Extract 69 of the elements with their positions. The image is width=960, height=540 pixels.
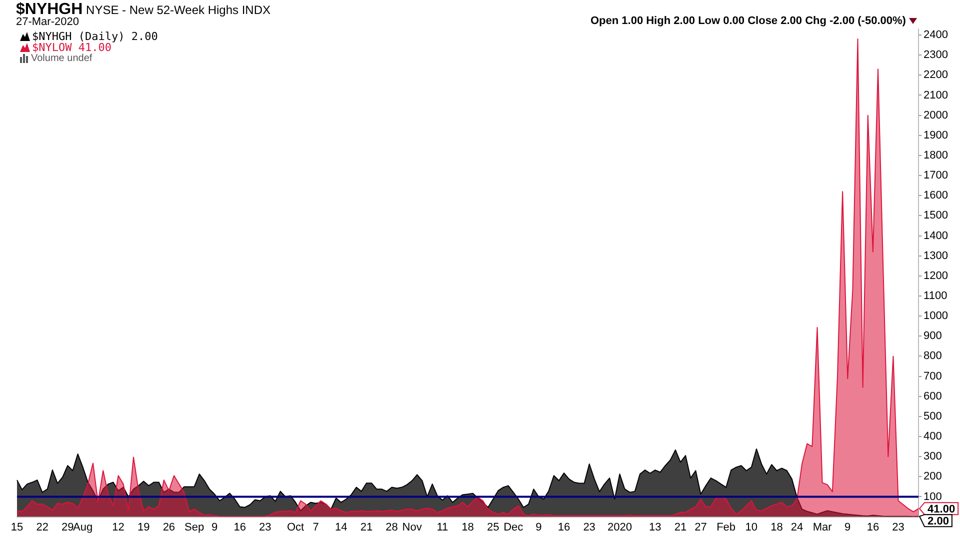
chart-subtitle: NYSE - New 52-Week Highs INDX: [85, 3, 271, 17]
x-tick-label: 19: [137, 521, 150, 534]
x-tick-label: Oct: [287, 521, 304, 534]
x-tick-label: 14: [335, 521, 348, 534]
x-tick-label: 24: [790, 521, 804, 534]
y-tick-label: 700: [924, 370, 942, 382]
y-tick-label: 1300: [924, 250, 948, 262]
x-tick-label: 25: [486, 521, 500, 534]
x-tick-label: 9: [536, 521, 542, 534]
x-tick-label: 28: [386, 521, 398, 534]
x-tick-label: 16: [866, 521, 880, 534]
x-tick-label: 21: [674, 521, 687, 534]
x-tick-label: 15: [10, 521, 24, 534]
x-tick-label: 18: [462, 521, 474, 534]
y-tick-label: 2300: [924, 49, 948, 62]
text: 27-Mar-2020: [16, 16, 79, 28]
x-tick-label: 16: [234, 521, 246, 534]
x-tick-label: Mar: [812, 521, 832, 534]
y-tick-label: 1100: [924, 290, 948, 302]
x-tick-label: 7: [312, 521, 319, 534]
x-tick-label: Sep: [184, 521, 204, 534]
y-tick-label: 300: [924, 450, 942, 463]
x-tick-label: 10: [745, 521, 758, 534]
y-tick-label: 200: [924, 470, 942, 483]
x-tick-label: 27: [694, 521, 707, 534]
x-tick-label: 9: [844, 521, 851, 534]
chart-title: $NYHGH: [16, 1, 83, 18]
y-tick-label: 600: [924, 390, 942, 402]
y-tick-label: 100: [924, 490, 942, 503]
x-tick-label: 21: [360, 521, 373, 534]
text: 41.00: [928, 504, 956, 516]
x-tick-label: 22: [36, 521, 48, 534]
y-tick-label: 2000: [924, 109, 948, 122]
x-tick-label: 2020: [607, 521, 632, 534]
y-tick-label: 1200: [924, 270, 948, 282]
y-tick-label: 1900: [924, 129, 948, 142]
y-tick-label: 2200: [924, 69, 948, 82]
y-tick-label: 1800: [924, 150, 948, 162]
y-tick-label: 1000: [924, 310, 948, 322]
text: 2.00: [928, 516, 949, 528]
x-tick-label: 23: [583, 521, 596, 534]
legend-label: $NYHGH (Daily) 2.00: [32, 30, 158, 43]
x-tick-label: Aug: [73, 521, 93, 534]
x-tick-label: 16: [558, 521, 570, 534]
x-tick-label: 9: [211, 521, 218, 534]
text: Open 1.00 High 2.00 Low 0.00 Close 2.00 Chg -2.00 (-50.00%): [590, 15, 906, 27]
x-tick-label: 12: [112, 521, 124, 534]
y-tick-label: 1700: [924, 170, 948, 182]
legend-label: $NYLOW 41.00: [32, 41, 112, 54]
y-tick-label: 1500: [924, 210, 948, 222]
x-tick-label: 18: [770, 521, 783, 534]
x-tick-label: Nov: [402, 521, 422, 534]
annotation: Volume undef: [31, 53, 92, 64]
x-tick-label: 26: [162, 521, 176, 534]
y-tick-label: 2400: [924, 29, 948, 42]
x-tick-label: Dec: [504, 521, 524, 534]
y-tick-label: 1600: [924, 190, 948, 202]
y-tick-label: 2100: [924, 89, 948, 102]
x-tick-label: Feb: [716, 521, 736, 534]
y-tick-label: 1400: [924, 230, 948, 242]
x-tick-label: 11: [436, 521, 448, 534]
y-tick-label: 400: [924, 430, 942, 443]
y-tick-label: 500: [924, 410, 942, 422]
x-tick-label: 29: [62, 521, 74, 534]
y-tick-label: 900: [924, 330, 942, 342]
x-tick-label: 23: [892, 521, 904, 534]
x-tick-label: 23: [259, 521, 272, 534]
x-tick-label: 13: [649, 521, 662, 534]
y-tick-label: 800: [924, 350, 942, 362]
